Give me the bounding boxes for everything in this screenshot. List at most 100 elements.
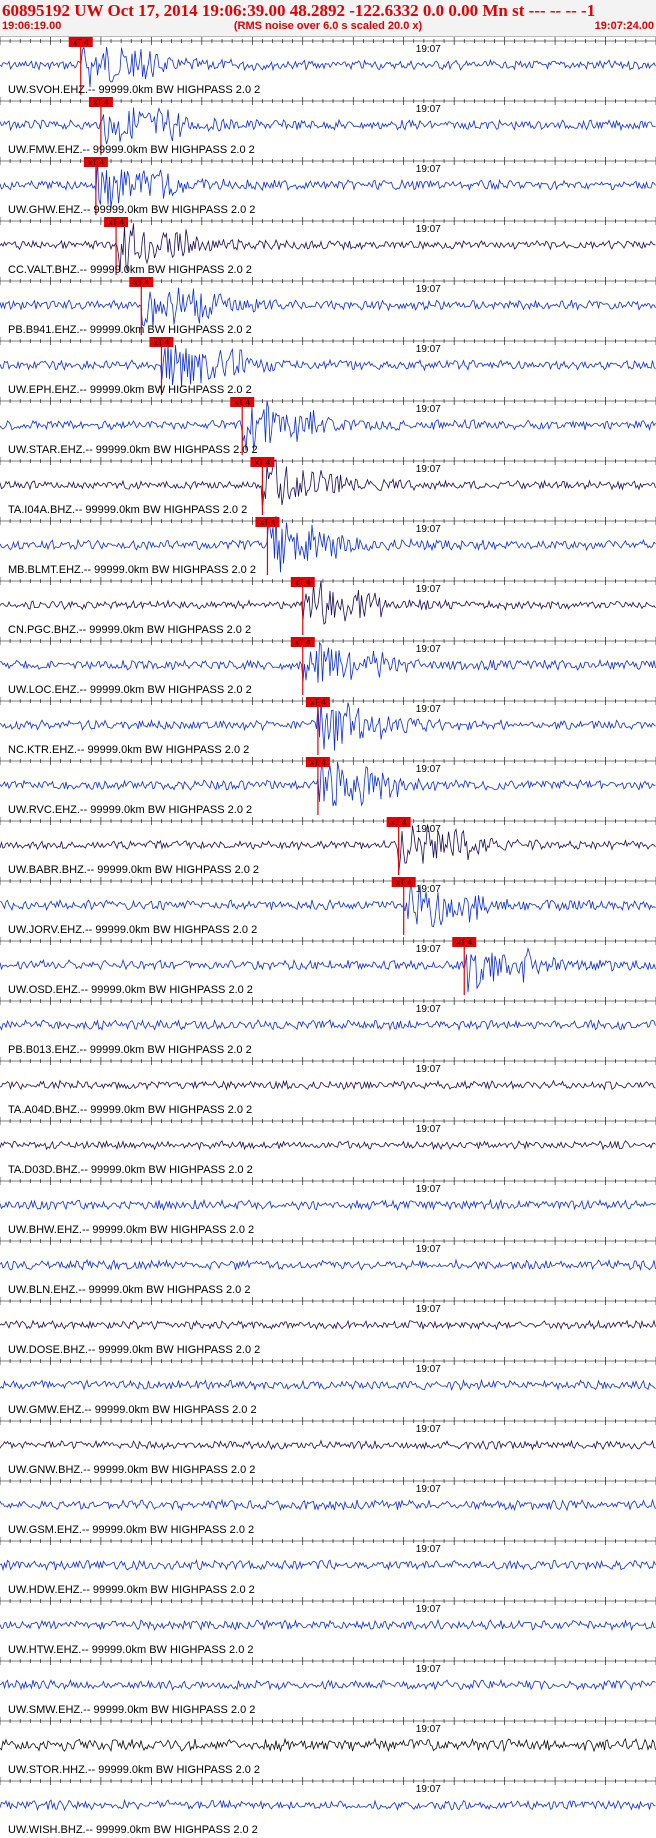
waveform — [0, 1737, 656, 1753]
station-label: UW.SMW.EHZ.-- 99999.0km BW HIGHPASS 2.0 … — [8, 1704, 255, 1716]
time-axis-label: 19:07 — [416, 224, 441, 235]
time-axis-label: 19:07 — [416, 1604, 441, 1615]
pick-flag — [149, 337, 174, 347]
station-trace: 19:07 UW.SMW.EHZ.-- 99999.0km BW HIGHPASS… — [0, 1657, 656, 1716]
waveform — [0, 758, 656, 807]
pick-label: xT 4 — [391, 818, 407, 827]
time-axis-label: 19:07 — [416, 1424, 441, 1435]
station-label: UW.SVOH.EHZ.-- 99999.0km BW HIGHPASS 2.0… — [8, 84, 260, 96]
pick-flag — [391, 877, 416, 887]
station-trace: 19:07 TA.A04D.BHZ.-- 99999.0km BW HIGHPAS… — [0, 1057, 656, 1116]
time-axis-label: 19:07 — [416, 1124, 441, 1135]
waveform — [0, 1258, 656, 1272]
waveform — [0, 1378, 656, 1391]
time-axis-label: 19:07 — [416, 704, 441, 715]
pick-flag — [305, 697, 330, 707]
station-label: TA.A04D.BHZ.-- 99999.0km BW HIGHPASS 2.0… — [8, 1104, 252, 1116]
station-trace: 19:07 xT 4 UW.GHW.EHZ.-- 99999.0km BW HIGH… — [0, 157, 656, 216]
waveform — [0, 45, 656, 88]
time-axis-label: 19:07 — [416, 464, 441, 475]
station-label: UW.JORV.EHZ.-- 99999.0km BW HIGHPASS 2.0… — [8, 924, 257, 936]
pick-label: xT 4 — [235, 398, 251, 407]
pick-flag — [386, 817, 411, 827]
time-axis-label: 19:07 — [416, 1244, 441, 1255]
waveform — [0, 223, 656, 272]
station-label: UW.GNW.BHZ.-- 99999.0km BW HIGHPASS 2.0 … — [8, 1464, 255, 1476]
station-label: MB.BLMT.EHZ.-- 99999.0km BW HIGHPASS 2.0… — [8, 564, 256, 576]
station-label: UW.DOSE.BHZ.-- 99999.0km BW HIGHPASS 2.0… — [8, 1344, 260, 1356]
station-trace: 19:07 xT 4 UW.STAR.EHZ.-- 99999.0km BW HIG… — [0, 397, 656, 456]
pick-label: xT 4 — [88, 158, 104, 167]
pick-label: xT 4 — [73, 38, 89, 47]
scaling-note: (RMS noise over 6.0 s scaled 20.0 x) — [233, 20, 423, 32]
header-bar: 60895192 UW Oct 17, 2014 19:06:39.00 48.… — [0, 0, 656, 37]
waveform — [0, 1019, 656, 1032]
pick-label: xT 4 — [154, 338, 170, 347]
station-label: NC.KTR.EHZ.-- 99999.0km BW HIGHPASS 2.0 … — [8, 744, 249, 756]
station-label: UW.HTW.EHZ.-- 99999.0km BW HIGHPASS 2.0 … — [8, 1644, 254, 1656]
waveform — [0, 1439, 656, 1451]
station-trace: 19:07 UW.GNW.BHZ.-- 99999.0km BW HIGHPASS… — [0, 1417, 656, 1476]
pick-flag — [452, 937, 477, 947]
time-axis-label: 19:07 — [416, 884, 441, 895]
waveform — [0, 343, 656, 388]
pick-flag — [255, 517, 280, 527]
waveform — [0, 1678, 656, 1692]
station-label: TA.D03D.BHZ.-- 99999.0km BW HIGHPASS 2.0… — [8, 1164, 253, 1176]
station-label: UW.GSM.EHZ.-- 99999.0km BW HIGHPASS 2.0 … — [8, 1524, 254, 1536]
station-label: UW.BHW.EHZ.-- 99999.0km BW HIGHPASS 2.0 … — [8, 1224, 254, 1236]
pick-label: xT 4 — [295, 638, 311, 647]
time-axis-label: 19:07 — [416, 1784, 441, 1795]
time-axis-label: 19:07 — [416, 1304, 441, 1315]
pick-flag — [250, 457, 275, 467]
pick-flag — [305, 757, 330, 767]
station-trace: 19:07 xT 4 CN.PGC.BHZ.-- 99999.0km BW HIGH… — [0, 577, 656, 636]
station-label: UW.BLN.EHZ.-- 99999.0km BW HIGHPASS 2.0 … — [8, 1284, 250, 1296]
station-trace: 19:07 UW.STOR.HHZ.-- 99999.0km BW HIGHPAS… — [0, 1717, 656, 1776]
station-trace: 19:07 TA.D03D.BHZ.-- 99999.0km BW HIGHPAS… — [0, 1117, 656, 1176]
pick-flag — [290, 637, 315, 647]
waveform — [0, 1139, 656, 1151]
time-axis-label: 19:07 — [416, 164, 441, 175]
station-trace: 19:07 xT 4 TA.I04A.BHZ.-- 99999.0km BW HIG… — [0, 457, 656, 516]
station-label: UW.GHW.EHZ.-- 99999.0km BW HIGHPASS 2.0 … — [8, 204, 255, 216]
station-label: UW.GMW.EHZ.-- 99999.0km BW HIGHPASS 2.0 … — [8, 1404, 257, 1416]
time-axis-label: 19:07 — [416, 284, 441, 295]
station-trace: 19:07 xT 4 UW.JORV.EHZ.-- 99999.0km BW HIG… — [0, 877, 656, 936]
pick-label: xT 4 — [310, 698, 326, 707]
station-label: UW.BABR.BHZ.-- 99999.0km BW HIGHPASS 2.0… — [8, 864, 259, 876]
waveform — [0, 580, 656, 625]
waveform — [0, 1198, 656, 1212]
station-label: UW.STOR.HHZ.-- 99999.0km BW HIGHPASS 2.0… — [8, 1764, 260, 1776]
station-label: TA.I04A.BHZ.-- 99999.0km BW HIGHPASS 2.0… — [8, 504, 247, 516]
station-label: UW.EPH.EHZ.-- 99999.0km BW HIGHPASS 2.0 … — [8, 384, 252, 396]
station-trace: 19:07 xT 4 UW.RVC.EHZ.-- 99999.0km BW HIGH… — [0, 757, 656, 816]
time-axis-label: 19:07 — [416, 1664, 441, 1675]
waveform — [0, 1798, 656, 1812]
time-axis-label: 19:07 — [416, 104, 441, 115]
station-trace: 19:07 UW.BHW.EHZ.-- 99999.0km BW HIGHPASS… — [0, 1177, 656, 1236]
station-trace: 19:07 xT 4 UW.SVOH.EHZ.-- 99999.0km BW HIG… — [0, 37, 656, 96]
station-trace: 19:07 PB.B013.EHZ.-- 99999.0km BW HIGHPAS… — [0, 997, 656, 1056]
pick-label: xT 4 — [310, 758, 326, 767]
station-label: CC.VALT.BHZ.-- 99999.0km BW HIGHPASS 2.0… — [8, 264, 252, 276]
waveform — [0, 400, 656, 451]
time-axis-label: 19:07 — [416, 1484, 441, 1495]
pick-flag — [83, 157, 108, 167]
time-axis-label: 19:07 — [416, 1544, 441, 1555]
seismogram-panel: 19:07 xT 4 UW.SVOH.EHZ.-- 99999.0km BW HIG… — [0, 37, 656, 1836]
station-trace: 19:07 xT 4 NC.KTR.EHZ.-- 99999.0km BW HIGH… — [0, 697, 656, 756]
pick-flag — [230, 397, 255, 407]
pick-label: xT 4 — [457, 938, 473, 947]
waveform — [0, 1498, 656, 1512]
waveform — [0, 879, 656, 928]
pick-label: xT 4 — [134, 278, 150, 287]
time-axis-label: 19:07 — [416, 524, 441, 535]
end-time: 19:07:24.00 — [594, 20, 654, 32]
station-trace: 19:07 UW.BLN.EHZ.-- 99999.0km BW HIGHPASS… — [0, 1237, 656, 1296]
station-trace: 19:07 UW.GSM.EHZ.-- 99999.0km BW HIGHPASS… — [0, 1477, 656, 1536]
waveform — [0, 947, 656, 993]
time-axis-label: 19:07 — [416, 44, 441, 55]
waveform — [0, 107, 656, 145]
